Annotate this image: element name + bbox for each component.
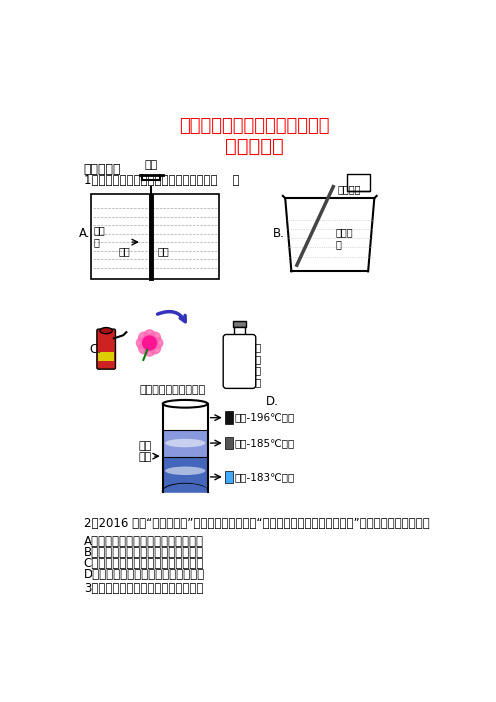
Text: 山东省菏泽市中考化学二模试题: 山东省菏泽市中考化学二模试题: [179, 117, 329, 135]
Ellipse shape: [165, 439, 205, 447]
Text: 二
氧
化
碳: 二 氧 化 碳: [254, 342, 260, 387]
Text: 氧气-183℃沸腾: 氧气-183℃沸腾: [235, 472, 295, 482]
Bar: [91, 194, 219, 279]
Bar: [347, 173, 371, 190]
Text: 淡水: 淡水: [119, 246, 130, 256]
Ellipse shape: [165, 467, 205, 475]
Ellipse shape: [163, 400, 208, 408]
Bar: [98, 352, 114, 362]
Bar: [163, 405, 208, 430]
Text: 不断搅拌: 不断搅拌: [337, 185, 361, 194]
Text: 浓硫酸
水: 浓硫酸 水: [336, 227, 353, 249]
Bar: [225, 411, 233, 424]
Text: （含答案）: （含答案）: [225, 137, 284, 156]
Text: D．发展公共交通设施，提倡低碳生活: D．发展公共交通设施，提倡低碳生活: [84, 568, 205, 581]
Text: 1．下列图中所示过程发生化学变化的是（    ）: 1．下列图中所示过程发生化学变化的是（ ）: [84, 174, 239, 187]
Bar: [163, 457, 208, 491]
Circle shape: [150, 343, 161, 354]
Text: 喷水后放入二氧化碳中: 喷水后放入二氧化碳中: [140, 385, 206, 395]
Text: 2．2016 年的“世界环境日”，中国确定的主题为“改善环境质量，推动绿色发展”。下列做法不可行的是: 2．2016 年的“世界环境日”，中国确定的主题为“改善环境质量，推动绿色发展”…: [84, 517, 430, 530]
Text: 氩气-185℃沸腾: 氩气-185℃沸腾: [235, 438, 295, 448]
Text: 氮气-196℃沸腾: 氮气-196℃沸腾: [235, 413, 295, 423]
Bar: [225, 437, 233, 449]
Ellipse shape: [100, 328, 113, 333]
Circle shape: [150, 332, 161, 343]
Circle shape: [144, 345, 155, 356]
Text: 3．下列化学实验基本操作中错误的是: 3．下列化学实验基本操作中错误的是: [84, 582, 203, 595]
Text: C．禁止使用化肥农药，防止水体污染: C．禁止使用化肥农药，防止水体污染: [84, 557, 204, 570]
Circle shape: [144, 330, 155, 340]
Circle shape: [139, 332, 149, 343]
Text: 液态
空气: 液态 空气: [139, 441, 152, 463]
Text: C.: C.: [89, 343, 101, 356]
Text: 淡化
膜: 淡化 膜: [94, 225, 106, 246]
Circle shape: [139, 343, 149, 354]
Text: 海水: 海水: [157, 246, 169, 256]
Ellipse shape: [165, 413, 205, 422]
FancyBboxPatch shape: [223, 334, 256, 388]
Bar: [233, 321, 247, 327]
Text: A．扩大公共绿地面积，打造绿色家园: A．扩大公共绿地面积，打造绿色家园: [84, 536, 204, 548]
Text: 加压: 加压: [144, 160, 158, 170]
Text: D.: D.: [266, 395, 279, 408]
Circle shape: [152, 338, 163, 348]
Text: 一、单选题: 一、单选题: [84, 163, 121, 176]
Text: B．禁止随意焚烧秸秆，减轻雾霾影响: B．禁止随意焚烧秸秆，减轻雾霾影响: [84, 546, 204, 559]
Text: A.: A.: [79, 227, 91, 239]
Text: B.: B.: [273, 227, 285, 241]
Bar: [163, 430, 208, 457]
Bar: [225, 471, 233, 483]
Circle shape: [143, 336, 157, 350]
Bar: [234, 327, 245, 338]
Circle shape: [136, 338, 147, 348]
FancyBboxPatch shape: [97, 329, 116, 369]
